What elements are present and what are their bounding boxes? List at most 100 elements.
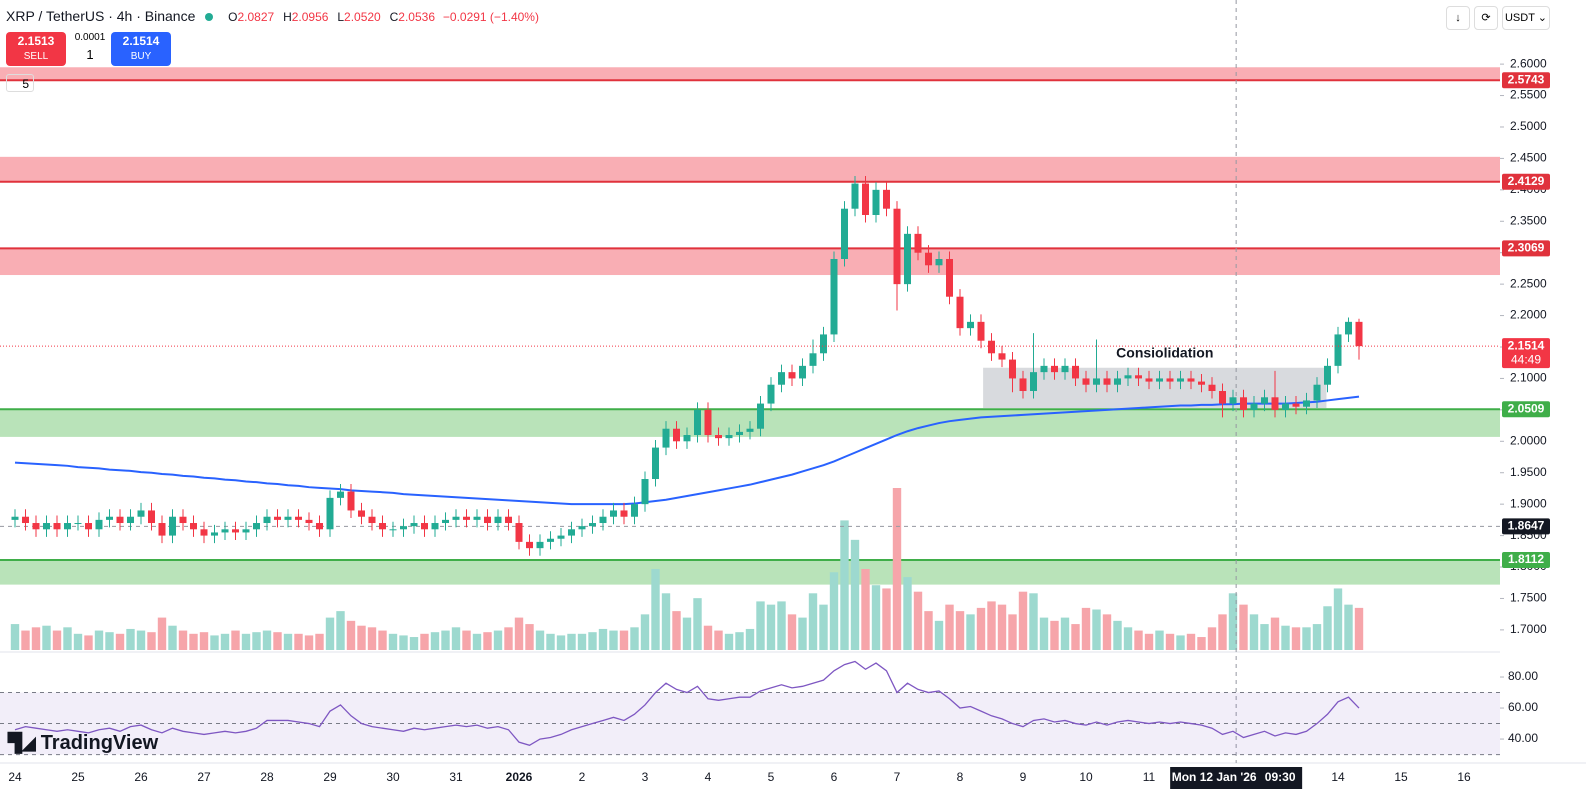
y-tick-label: 2.2500 — [1510, 276, 1547, 290]
rsi-tick-label: 60.00 — [1508, 700, 1538, 714]
volume-bar — [798, 617, 807, 650]
buy-button[interactable]: 2.1514 BUY — [111, 32, 171, 66]
candle-body — [368, 516, 376, 524]
candle-body — [998, 353, 1006, 360]
candle-body — [988, 340, 995, 354]
volume-bar — [808, 593, 818, 650]
volume-bar — [546, 633, 555, 650]
volume-bar — [357, 625, 366, 650]
volume-bar — [1165, 633, 1175, 650]
candle-body — [421, 523, 428, 530]
candle-body — [589, 523, 596, 527]
volume-bar — [945, 604, 954, 650]
candle-body — [1208, 384, 1216, 392]
volume-bar — [420, 633, 429, 650]
zone-badge-bg — [1502, 72, 1550, 89]
volume-bar — [42, 625, 51, 650]
volume-bar — [829, 572, 839, 650]
candle-body — [1019, 378, 1027, 392]
volume-bar — [1144, 633, 1154, 650]
candle-body — [935, 258, 943, 266]
zone-badge-bg — [1502, 173, 1550, 190]
candle-body — [1103, 378, 1111, 385]
volume-bar — [493, 630, 503, 650]
candle-body — [431, 523, 439, 530]
symbol[interactable]: XRP / TetherUS · 4h · Binance — [6, 8, 196, 24]
candle-body — [641, 479, 649, 505]
volume-bar — [1018, 591, 1028, 650]
candle-body — [295, 516, 302, 520]
y-tick-label: 2.6000 — [1510, 56, 1547, 70]
price-axis-bg — [1500, 0, 1586, 802]
y-tick-label: 2.5500 — [1510, 88, 1547, 102]
box-label: Consiolidation — [1116, 344, 1213, 360]
candle-body — [337, 491, 344, 498]
candle-body — [211, 532, 218, 536]
buy-price: 2.1514 — [122, 34, 160, 48]
candle-body — [1156, 378, 1163, 382]
volume-bar — [199, 632, 209, 650]
volume-bar — [787, 614, 797, 650]
candle-body — [799, 365, 806, 379]
l-label: L — [337, 10, 345, 24]
candle-body — [809, 353, 817, 366]
candle-body — [851, 183, 859, 209]
volume-bar — [1302, 627, 1311, 650]
candle-body — [1313, 384, 1321, 401]
volume-bar — [630, 627, 639, 650]
volume-bar — [672, 611, 681, 650]
volume-bar — [1354, 607, 1364, 650]
indicators-toggle[interactable]: 5 — [6, 74, 34, 92]
volume-bar — [451, 627, 461, 650]
candle-body — [1124, 375, 1132, 379]
volume-bar — [1155, 630, 1164, 650]
volume-bar — [871, 585, 881, 650]
crosshair-time: 09:30 — [1265, 770, 1296, 784]
volume-bar — [1197, 637, 1206, 650]
volume-bar — [1029, 593, 1038, 650]
candle-body — [148, 510, 155, 524]
refresh-button[interactable]: ⟳ — [1474, 6, 1498, 30]
candle-body — [74, 523, 82, 525]
volume-bar — [52, 630, 62, 650]
volume-bar — [777, 601, 786, 650]
sell-button[interactable]: 2.1513 SELL — [6, 32, 66, 66]
x-tick-label: 3 — [642, 770, 649, 784]
volume-bar — [325, 617, 335, 650]
candle-body — [1324, 365, 1331, 385]
candle-body — [379, 523, 386, 530]
x-tick-label: 14 — [1331, 770, 1345, 784]
qty: 1 — [86, 47, 94, 62]
volume-bar — [1050, 620, 1059, 650]
volume-bar — [882, 588, 891, 650]
volume-bar — [514, 617, 524, 650]
volume-bar — [525, 624, 534, 650]
zone — [0, 156, 1500, 182]
currency-select[interactable]: USDT ⌄ — [1502, 6, 1550, 30]
volume-bar — [1092, 609, 1101, 650]
candle-body — [778, 372, 785, 385]
candle-body — [736, 431, 743, 436]
volume-bar — [850, 539, 860, 650]
indicator-count: 5 — [22, 77, 29, 91]
candle-body — [1355, 321, 1363, 347]
candle-body — [631, 504, 638, 517]
candle-body — [32, 523, 40, 530]
candle-body — [305, 519, 313, 524]
rsi-tick-label: 80.00 — [1508, 669, 1538, 683]
zone-badge: 2.0509 — [1508, 401, 1545, 415]
volume-bar — [703, 625, 713, 650]
candle-body — [547, 538, 554, 542]
candle-body — [1061, 365, 1069, 373]
x-tick-label: 4 — [705, 770, 712, 784]
qty-box[interactable]: 0.0001 1 — [72, 32, 108, 62]
c-label: C — [389, 10, 399, 24]
download-button[interactable]: ↓ — [1446, 6, 1470, 30]
candle-body — [43, 523, 50, 530]
sell-price: 2.1513 — [17, 34, 55, 48]
volume-bar — [315, 633, 324, 650]
candle-body — [1072, 365, 1079, 379]
x-tick-label: 6 — [831, 770, 838, 784]
moving-average — [14, 395, 1360, 506]
